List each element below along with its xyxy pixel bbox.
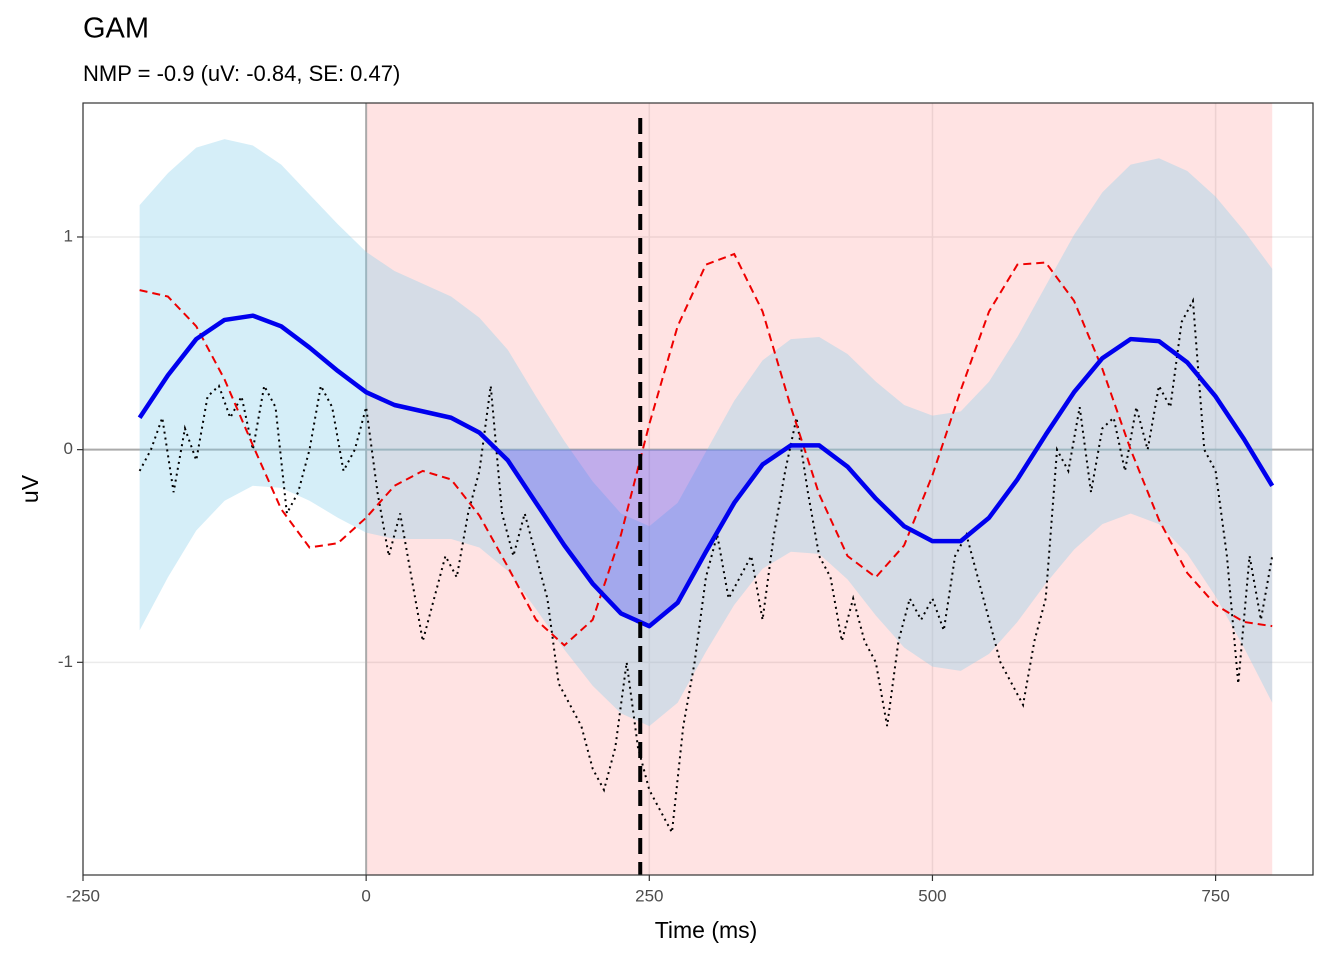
- x-tick-label: 250: [635, 886, 663, 905]
- chart-subtitle: NMP = -0.9 (uV: -0.84, SE: 0.47): [83, 61, 400, 86]
- reference-line: [139, 252, 1273, 647]
- y-tick-label: -1: [58, 652, 73, 671]
- fit-line: [137, 313, 1275, 629]
- x-axis-title: Time (ms): [655, 917, 758, 943]
- chart-title: GAM: [83, 13, 149, 45]
- y-tick-label: 1: [64, 226, 73, 245]
- x-tick-label: 0: [361, 886, 370, 905]
- time-window: [366, 103, 1273, 875]
- y-axis-title: uV: [17, 474, 43, 503]
- x-tick-label: 750: [1201, 886, 1229, 905]
- x-tick-label: 500: [918, 886, 946, 905]
- x-tick-label: -250: [66, 886, 100, 905]
- highlight-area: [490, 443, 803, 627]
- raw-line: [138, 297, 1274, 836]
- y-tick-label: 0: [64, 439, 73, 458]
- confidence-ribbon: [139, 139, 1273, 727]
- panel-border: [82, 102, 1314, 876]
